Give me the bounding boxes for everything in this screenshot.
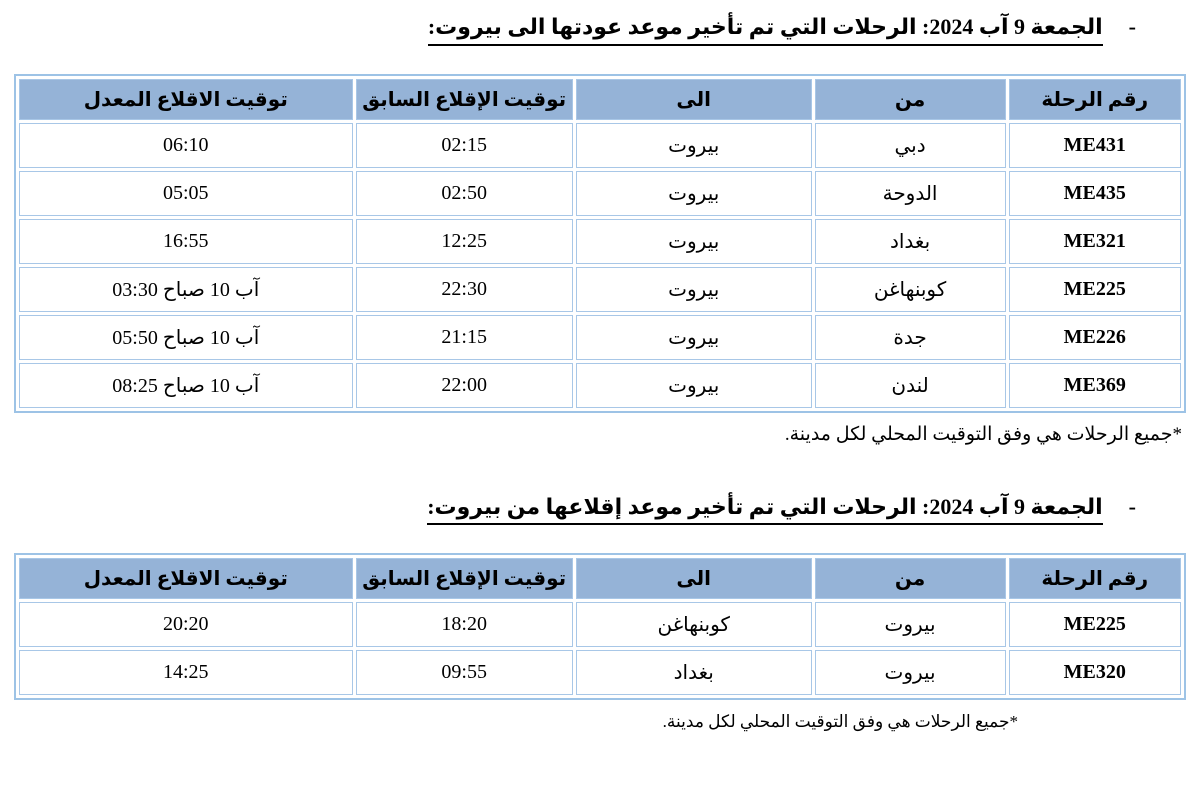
modified-time-cell: آب 10 صباح 08:25	[19, 362, 353, 408]
flight-number-cell: ME369	[1008, 362, 1181, 408]
flight-number-cell: ME225	[1008, 602, 1181, 648]
table-row: ME226 جدة بيروت 21:15 آب 10 صباح 05:50	[19, 314, 1181, 360]
column-header-to: الى	[575, 78, 812, 120]
heading-dash-bullet: -	[1128, 14, 1136, 39]
local-time-footnote: *جميع الرحلات هي وفق التوقيت المحلي لكل …	[662, 712, 1018, 732]
previous-time-cell: 02:50	[355, 170, 573, 216]
section-heading: - الجمعة 9 آب 2024: الرحلات التي تم تأخي…	[14, 492, 1186, 526]
origin-cell: دبي	[814, 122, 1006, 168]
origin-cell: بغداد	[814, 218, 1006, 264]
origin-cell: بيروت	[814, 602, 1006, 648]
column-header-from: من	[814, 78, 1006, 120]
local-time-footnote: *جميع الرحلات هي وفق التوقيت المحلي لكل …	[784, 423, 1182, 445]
flight-number-cell: ME320	[1008, 650, 1181, 696]
column-header-from: من	[814, 558, 1006, 600]
flight-number-cell: ME226	[1008, 314, 1181, 360]
table-row: ME369 لندن بيروت 22:00 آب 10 صباح 08:25	[19, 362, 1181, 408]
destination-cell: بيروت	[575, 122, 812, 168]
previous-time-cell: 22:30	[355, 266, 573, 312]
previous-time-cell: 12:25	[355, 218, 573, 264]
origin-cell: لندن	[814, 362, 1006, 408]
previous-time-cell: 22:00	[355, 362, 573, 408]
section-heading: - الجمعة 9 آب 2024: الرحلات التي تم تأخي…	[14, 12, 1186, 46]
modified-time-cell: 06:10	[19, 122, 353, 168]
table-row: ME320 بيروت بغداد 09:55 14:25	[19, 650, 1181, 696]
table-row: ME225 بيروت كوبنهاغن 18:20 20:20	[19, 602, 1181, 648]
destination-cell: بيروت	[575, 362, 812, 408]
table-row: ME431 دبي بيروت 02:15 06:10	[19, 122, 1181, 168]
column-header-modified-time: توقيت الاقلاع المعدل	[19, 558, 353, 600]
table-row: ME435 الدوحة بيروت 02:50 05:05	[19, 170, 1181, 216]
origin-cell: كوبنهاغن	[814, 266, 1006, 312]
destination-cell: بغداد	[575, 650, 812, 696]
table-header-row: رقم الرحلة من الى توقيت الإقلاع السابق ت…	[19, 558, 1181, 600]
flight-number-cell: ME321	[1008, 218, 1181, 264]
column-header-previous-time: توقيت الإقلاع السابق	[355, 78, 573, 120]
destination-cell: بيروت	[575, 170, 812, 216]
modified-time-cell: آب 10 صباح 03:30	[19, 266, 353, 312]
column-header-to: الى	[575, 558, 812, 600]
section-delayed-returns: - الجمعة 9 آب 2024: الرحلات التي تم تأخي…	[14, 12, 1186, 446]
destination-cell: بيروت	[575, 266, 812, 312]
modified-time-cell: 05:05	[19, 170, 353, 216]
column-header-flight-number: رقم الرحلة	[1008, 558, 1181, 600]
modified-time-cell: 16:55	[19, 218, 353, 264]
origin-cell: بيروت	[814, 650, 1006, 696]
heading-text: الجمعة 9 آب 2024: الرحلات التي تم تأخير …	[427, 492, 1103, 526]
destination-cell: كوبنهاغن	[575, 602, 812, 648]
previous-time-cell: 09:55	[355, 650, 573, 696]
previous-time-cell: 21:15	[355, 314, 573, 360]
table-row: ME321 بغداد بيروت 12:25 16:55	[19, 218, 1181, 264]
previous-time-cell: 18:20	[355, 602, 573, 648]
origin-cell: الدوحة	[814, 170, 1006, 216]
destination-cell: بيروت	[575, 314, 812, 360]
destination-cell: بيروت	[575, 218, 812, 264]
column-header-modified-time: توقيت الاقلاع المعدل	[19, 78, 353, 120]
section-delayed-departures: - الجمعة 9 آب 2024: الرحلات التي تم تأخي…	[14, 492, 1186, 733]
table-header-row: رقم الرحلة من الى توقيت الإقلاع السابق ت…	[19, 78, 1181, 120]
table-row: ME225 كوبنهاغن بيروت 22:30 آب 10 صباح 03…	[19, 266, 1181, 312]
heading-dash-bullet: -	[1128, 493, 1136, 519]
delayed-departures-table: رقم الرحلة من الى توقيت الإقلاع السابق ت…	[14, 553, 1186, 701]
modified-time-cell: آب 10 صباح 05:50	[19, 314, 353, 360]
origin-cell: جدة	[814, 314, 1006, 360]
flight-number-cell: ME225	[1008, 266, 1181, 312]
column-header-previous-time: توقيت الإقلاع السابق	[355, 558, 573, 600]
previous-time-cell: 02:15	[355, 122, 573, 168]
modified-time-cell: 20:20	[19, 602, 353, 648]
heading-text: الجمعة 9 آب 2024: الرحلات التي تم تأخير …	[427, 12, 1103, 46]
column-header-flight-number: رقم الرحلة	[1008, 78, 1181, 120]
flight-number-cell: ME431	[1008, 122, 1181, 168]
modified-time-cell: 14:25	[19, 650, 353, 696]
flight-number-cell: ME435	[1008, 170, 1181, 216]
delayed-returns-table: رقم الرحلة من الى توقيت الإقلاع السابق ت…	[14, 73, 1186, 413]
